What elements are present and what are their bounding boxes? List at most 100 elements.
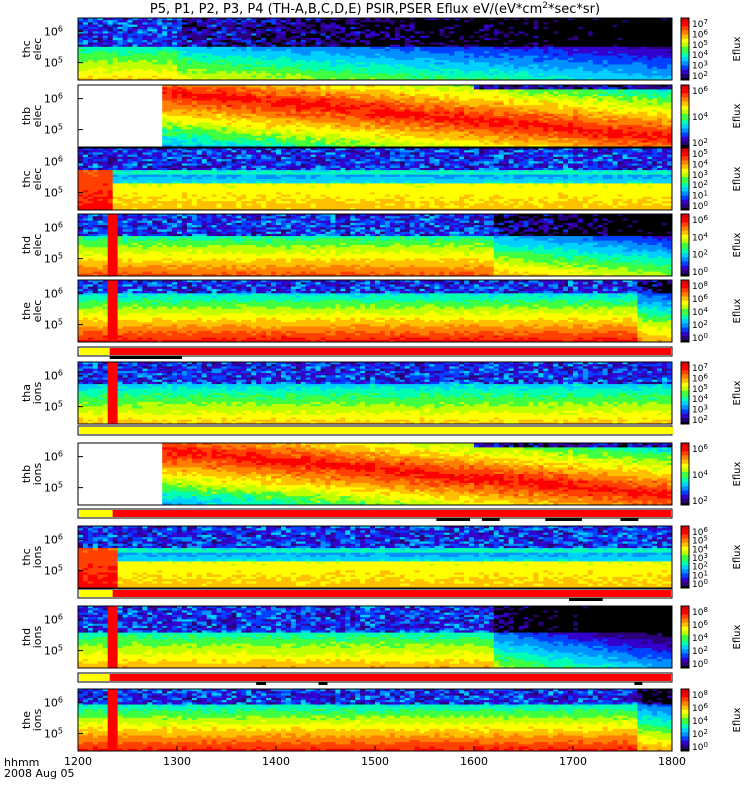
spectrogram-cell [608,71,613,74]
spectrogram-cell [425,25,430,28]
spectrogram-cell [88,40,93,43]
spectrogram-cell [405,40,410,43]
y-tick-exp: 6 [58,25,63,34]
spectrogram-cell [88,71,93,74]
spectrogram-cell [420,40,425,43]
spectrogram-cell [197,56,202,59]
spectrogram-cell [232,138,237,141]
spectrogram-cell [484,71,489,74]
spectrogram-cell [474,25,479,28]
spectrogram-cell [246,71,251,74]
spectrogram-cell [162,92,167,95]
spectrogram-cell [390,56,395,59]
spectrogram-cell [420,56,425,59]
spectrogram-cell [291,56,296,59]
spectrogram-cell [400,92,405,95]
spectrogram-cell [400,138,405,141]
spectrogram-cell [103,40,108,43]
spectrogram-cell [365,71,370,74]
spectrogram-cell [632,40,637,43]
spectrogram-cell [429,71,434,74]
spectrogram-cell [88,56,93,59]
spectrogram-cell [395,123,400,126]
spectrogram-cell [271,123,276,126]
spectrogram-cell [355,56,360,59]
spectrogram-cell [167,71,172,74]
spectrogram-cell [256,92,261,95]
spectrogram-cell [628,71,633,74]
spectrogram-cell [405,25,410,28]
spectrogram-cell [167,56,172,59]
spectrogram-cell [474,40,479,43]
spectrogram-cell [98,25,103,28]
spectrogram-cell [261,123,266,126]
spectrogram-cell [603,25,608,28]
spectrogram-cell [519,25,524,28]
spectrogram-cell [375,71,380,74]
spectrogram-cell [484,56,489,59]
spectrogram-cell [410,40,415,43]
spectrogram-cell [588,40,593,43]
spectrogram-cell [583,71,588,74]
spectrogram-cell [281,123,286,126]
spectrogram-cell [578,56,583,59]
spectrogram-cell [519,71,524,74]
spectrogram-cell [291,138,296,141]
spectrogram-cell [350,92,355,95]
spectrogram-cell [642,25,647,28]
spectrogram-cell [420,25,425,28]
spectrogram-cell [301,92,306,95]
spectrogram-cell [593,56,598,59]
spectrogram-cell [553,56,558,59]
spectrogram-cell [628,40,633,43]
spectrogram-cell [172,92,177,95]
spectrogram-cell [429,56,434,59]
spectrogram-cell [573,56,578,59]
spectrogram-cell [504,71,509,74]
spectrogram-cell [385,71,390,74]
spectrogram-cell [434,25,439,28]
spectrogram-cell [212,92,217,95]
spectrogram-cell [187,138,192,141]
spectrogram-cell [286,40,291,43]
spectrogram-cell [360,56,365,59]
spectrogram-cell [232,123,237,126]
spectrogram-cell [241,56,246,59]
spectrogram-cell [623,40,628,43]
spectrogram-cell [345,71,350,74]
spectrogram-cell [425,138,430,141]
spectrogram-cell [157,56,162,59]
spectrogram-cell [632,56,637,59]
spectrogram-cell [326,25,331,28]
spectrogram-cell [370,123,375,126]
spectrogram-cell [167,123,172,126]
spectrogram-cell [395,92,400,95]
spectrogram-cell [340,138,345,141]
spectrogram-cell [504,25,509,28]
spectrogram-cell [123,56,128,59]
spectrogram-cell [301,56,306,59]
spectrogram-cell [449,71,454,74]
spectrogram-cell [142,25,147,28]
spectrogram-cell [236,107,241,110]
spectrogram-cell [276,56,281,59]
spectrogram-cell [266,138,271,141]
spectrogram-cell [425,40,430,43]
spectrogram-cell [266,25,271,28]
spectrogram-cell [415,92,420,95]
spectrogram-cell [647,25,652,28]
spectrogram-cell [420,107,425,110]
spectrogram-cell [365,25,370,28]
spectrogram-cell [375,56,380,59]
spectrogram-cell [321,25,326,28]
spectrogram-cell [459,25,464,28]
spectrogram-cell [236,25,241,28]
spectrogram-cell [172,56,177,59]
spectrogram-cell [548,56,553,59]
spectrogram-cell [365,92,370,95]
spectrogram-cell [647,56,652,59]
spectrogram-cell [568,25,573,28]
spectrogram-cell [439,71,444,74]
spectrogram-cell [281,138,286,141]
spectrogram-cell [212,56,217,59]
